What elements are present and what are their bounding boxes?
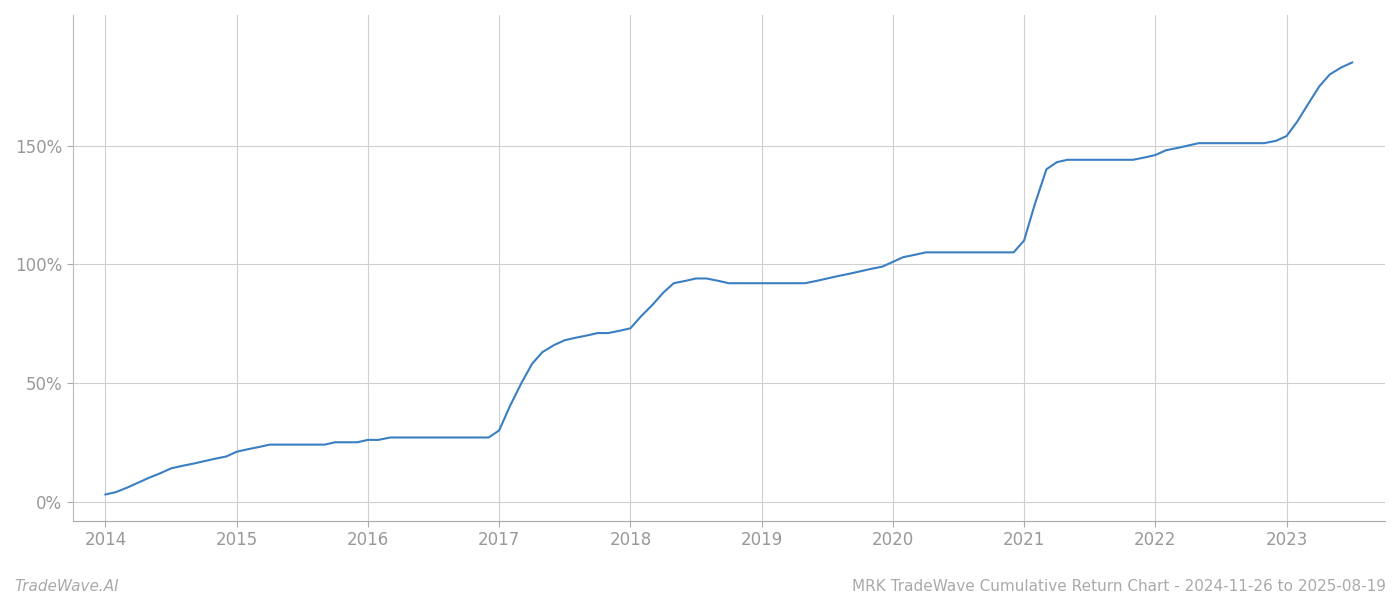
Text: TradeWave.AI: TradeWave.AI <box>14 579 119 594</box>
Text: MRK TradeWave Cumulative Return Chart - 2024-11-26 to 2025-08-19: MRK TradeWave Cumulative Return Chart - … <box>853 579 1386 594</box>
